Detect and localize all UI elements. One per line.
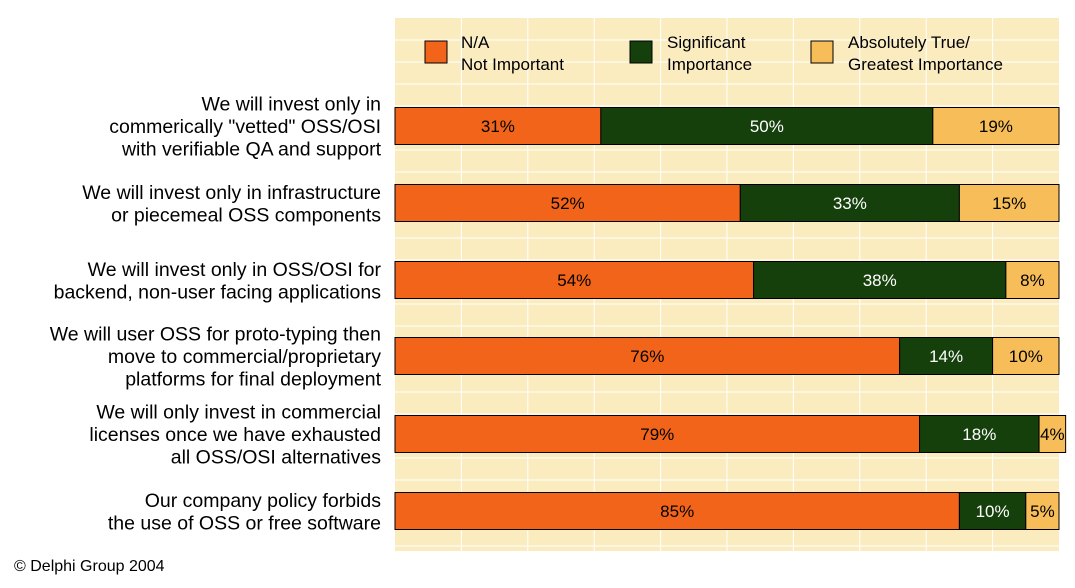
bar-value-label: 18% <box>962 425 996 444</box>
category-label: We will invest only in infrastructure or … <box>82 182 381 227</box>
bar-value-label: 50% <box>750 117 784 136</box>
bar-segment <box>899 337 994 375</box>
bar-segment <box>1005 261 1060 299</box>
bar-value-label: 15% <box>992 194 1026 213</box>
category-label: Our company policy forbids the use of OSS… <box>108 490 381 535</box>
category-labels: We will invest only in commerically "vett… <box>50 94 382 535</box>
bar-value-label: 10% <box>1009 347 1043 366</box>
bar-value-label: 85% <box>660 502 694 521</box>
bar-segment <box>394 107 602 145</box>
category-label: We will invest only in commerically "vett… <box>109 94 381 161</box>
bar-value-label: 38% <box>863 271 897 290</box>
bar-segment <box>919 415 1040 453</box>
category-label: We will user OSS for proto-typing then mo… <box>50 324 382 391</box>
bars: 31% 50% 19% 52% 33% 15% 54% 38% 8% 76% 14% 10% 79% 18… <box>394 107 1067 530</box>
bar-value-label: 14% <box>929 347 963 366</box>
category-label: We will invest only in OSS/OSI for backen… <box>54 259 382 304</box>
copyright-credit: © Delphi Group 2004 <box>14 558 165 575</box>
bar-value-label: 76% <box>630 347 664 366</box>
bar-value-label: 79% <box>640 425 674 444</box>
bar-segment <box>739 184 960 222</box>
category-label: We will only invest in commercial license… <box>89 402 381 469</box>
bar-segment <box>394 415 921 453</box>
bar-segment <box>394 261 755 299</box>
legend-swatch <box>424 40 448 64</box>
bar-value-label: 8% <box>1020 271 1045 290</box>
bar-value-label: 4% <box>1040 425 1065 444</box>
bar-value-label: 33% <box>833 194 867 213</box>
bar-value-label: 31% <box>481 117 515 136</box>
gridlines <box>395 18 1059 551</box>
bar-segment <box>394 184 741 222</box>
bar-value-label: 54% <box>557 271 591 290</box>
legend-label: Significant Importance <box>667 33 752 74</box>
legend-swatch <box>629 40 653 64</box>
legend: N/A Not Important Significant Importance Abs… <box>424 33 1003 74</box>
legend-label: N/A Not Important <box>461 33 564 74</box>
bar-value-label: 10% <box>976 502 1010 521</box>
bar-segment <box>394 337 901 375</box>
bar-segment <box>958 184 1060 222</box>
bar-segment <box>992 337 1060 375</box>
bar-segment <box>600 107 934 145</box>
legend-label: Absolutely True/Greatest Importance <box>848 33 1003 74</box>
bar-segment <box>932 107 1060 145</box>
bar-segment <box>1025 492 1060 530</box>
bar-value-label: 5% <box>1030 502 1055 521</box>
bar-value-label: 19% <box>979 117 1013 136</box>
bar-segment <box>1038 415 1067 453</box>
legend-swatch <box>810 40 834 64</box>
bar-value-label: 52% <box>551 194 585 213</box>
